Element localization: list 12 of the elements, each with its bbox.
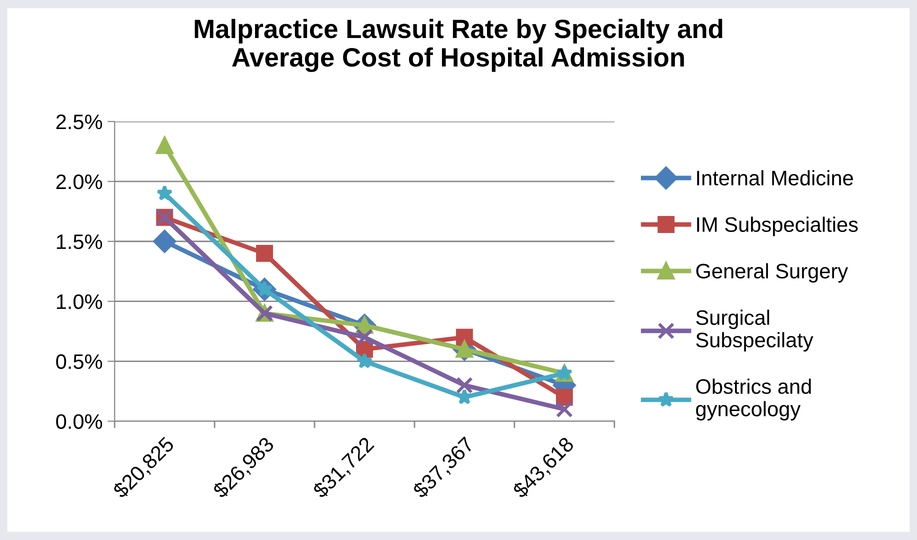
legend-label: General Surgery bbox=[696, 263, 848, 283]
legend-label: Obstrics and gynecology bbox=[696, 378, 811, 420]
chart-title: Malpractice Lawsuit Rate by Specialty and Average Cost of Hospital Admission bbox=[194, 18, 722, 72]
y-tick-label: 1.0% bbox=[56, 294, 102, 310]
y-tick-label: 1.5% bbox=[56, 234, 102, 250]
legend-label: Surgical Subspecilaty bbox=[696, 310, 814, 352]
y-tick-label: 0.5% bbox=[56, 354, 102, 370]
legend-label: Internal Medicine bbox=[697, 170, 853, 186]
y-tick-label: 0.0% bbox=[56, 414, 102, 429]
y-tick-label: 2.5% bbox=[56, 114, 102, 130]
legend-label: IM Subspecialties bbox=[697, 216, 858, 236]
y-tick-label: 2.0% bbox=[56, 174, 102, 190]
